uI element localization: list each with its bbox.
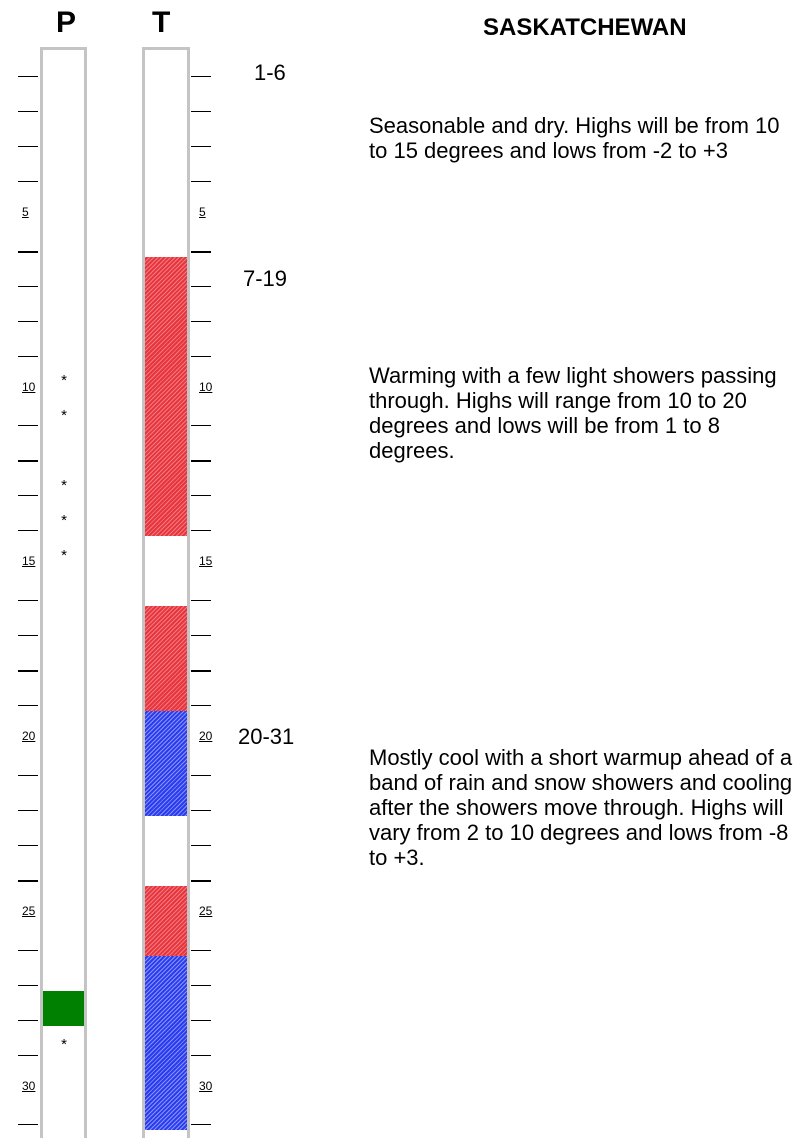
precip-day-tick <box>18 985 38 986</box>
precip-day-tick <box>18 1020 38 1021</box>
precipitation-column <box>40 47 87 1138</box>
precip-shower-marker: * <box>61 372 67 389</box>
precip-day-tick <box>18 775 38 776</box>
temp-day-tick <box>191 670 211 672</box>
precip-day-tick <box>18 950 38 951</box>
region-title: SASKATCHEWAN <box>483 14 687 41</box>
precip-day-tick <box>18 76 38 77</box>
precip-day-tick <box>18 356 38 357</box>
precip-day-tick <box>18 286 38 287</box>
precip-wet-block <box>43 990 84 1026</box>
temp-day-tick <box>191 635 211 636</box>
temp-day-label: 30 <box>199 1079 213 1093</box>
temp-day-tick <box>191 845 211 846</box>
forecast-text-2: Warming with a few light showers passing… <box>369 363 777 463</box>
temp-day-label: 10 <box>199 380 213 394</box>
temperature-column <box>142 47 190 1138</box>
temp-day-tick <box>191 985 211 986</box>
temp-day-tick <box>191 286 211 287</box>
precip-day-tick <box>18 845 38 846</box>
temp-day-label: 15 <box>199 554 213 568</box>
precip-day-label: 10 <box>22 380 36 394</box>
precip-day-tick <box>18 425 38 426</box>
precip-day-tick <box>18 181 38 182</box>
temp-day-tick <box>191 950 211 951</box>
precip-day-tick <box>18 1055 38 1056</box>
precip-day-tick <box>18 880 38 882</box>
precip-day-label: 5 <box>22 205 29 219</box>
precip-shower-marker: * <box>61 1036 67 1053</box>
precip-day-tick <box>18 670 38 672</box>
precip-day-label: 30 <box>22 1079 36 1093</box>
temp-cool-segment <box>145 711 187 816</box>
temp-day-label: 20 <box>199 729 213 743</box>
temp-day-tick <box>191 775 211 776</box>
temp-day-tick <box>191 321 211 322</box>
temp-day-label: 5 <box>199 205 206 219</box>
temp-day-label: 25 <box>199 904 213 918</box>
precip-day-tick <box>18 111 38 112</box>
temp-day-tick <box>191 460 211 462</box>
precip-shower-marker: * <box>61 477 67 494</box>
precip-day-tick <box>18 530 38 531</box>
temp-day-tick <box>191 425 211 426</box>
temp-day-tick <box>191 880 211 882</box>
precip-shower-marker: * <box>61 512 67 529</box>
precip-day-tick <box>18 321 38 322</box>
precip-shower-marker: * <box>61 547 67 564</box>
temp-day-tick <box>191 1020 211 1021</box>
temp-warm-segment <box>145 606 187 712</box>
precip-day-tick <box>18 810 38 811</box>
temp-day-tick <box>191 1055 211 1056</box>
temperature-column-header: T <box>152 6 171 39</box>
forecast-text-3: Mostly cool with a short warmup ahead of… <box>369 745 793 870</box>
precip-day-tick <box>18 705 38 706</box>
precip-day-label: 15 <box>22 554 36 568</box>
temp-day-tick <box>191 1124 211 1125</box>
precip-shower-marker: * <box>61 407 67 424</box>
precipitation-column-header: P <box>56 6 77 39</box>
forecast-text-1: Seasonable and dry. Highs will be from 1… <box>369 113 780 163</box>
forecast-period-2: 7-19 <box>243 266 288 291</box>
precip-day-tick <box>18 1124 38 1125</box>
temp-day-tick <box>191 495 211 496</box>
temp-day-tick <box>191 251 211 253</box>
temp-day-tick <box>191 111 211 112</box>
temp-day-tick <box>191 530 211 531</box>
precip-day-tick <box>18 495 38 496</box>
precip-day-tick <box>18 251 38 253</box>
temp-cool-segment <box>145 955 187 1131</box>
forecast-period-3: 20-31 <box>238 724 295 749</box>
temp-day-tick <box>191 810 211 811</box>
temp-warm-segment <box>145 256 187 537</box>
precip-day-tick <box>18 146 38 147</box>
temp-day-tick <box>191 181 211 182</box>
precip-day-label: 25 <box>22 904 36 918</box>
temp-day-tick <box>191 356 211 357</box>
precip-day-label: 20 <box>22 729 36 743</box>
forecast-period-1: 1-6 <box>254 60 286 85</box>
temp-day-tick <box>191 705 211 706</box>
temp-day-tick <box>191 600 211 601</box>
temp-warm-segment <box>145 885 187 956</box>
temp-day-tick <box>191 76 211 77</box>
temp-day-tick <box>191 146 211 147</box>
precip-day-tick <box>18 635 38 636</box>
precip-day-tick <box>18 600 38 601</box>
precip-day-tick <box>18 460 38 462</box>
